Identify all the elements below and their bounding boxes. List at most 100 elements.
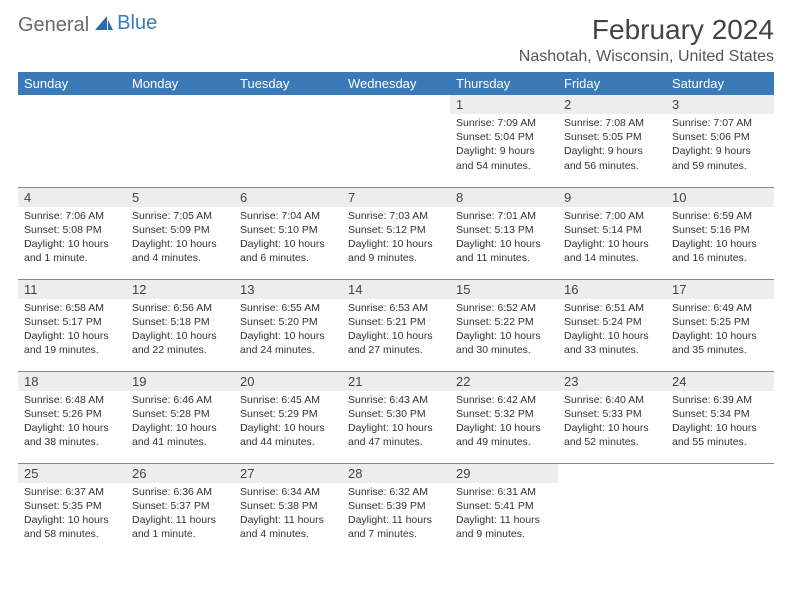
day-number: 19 xyxy=(126,372,234,391)
sunrise-line: Sunrise: 6:46 AM xyxy=(132,393,228,407)
sunset-line: Sunset: 5:08 PM xyxy=(24,223,120,237)
calendar-body: 1Sunrise: 7:09 AMSunset: 5:04 PMDaylight… xyxy=(18,95,774,555)
weekday-header: Friday xyxy=(558,72,666,95)
daylight-line: Daylight: 10 hours and 9 minutes. xyxy=(348,237,444,265)
day-number: 28 xyxy=(342,464,450,483)
day-details: Sunrise: 6:53 AMSunset: 5:21 PMDaylight:… xyxy=(342,299,450,362)
sunset-line: Sunset: 5:26 PM xyxy=(24,407,120,421)
daylight-line: Daylight: 10 hours and 49 minutes. xyxy=(456,421,552,449)
sunrise-line: Sunrise: 6:40 AM xyxy=(564,393,660,407)
day-number: 18 xyxy=(18,372,126,391)
day-details: Sunrise: 6:32 AMSunset: 5:39 PMDaylight:… xyxy=(342,483,450,546)
calendar-day-cell: 24Sunrise: 6:39 AMSunset: 5:34 PMDayligh… xyxy=(666,371,774,463)
day-details: Sunrise: 7:09 AMSunset: 5:04 PMDaylight:… xyxy=(450,114,558,177)
day-details: Sunrise: 7:07 AMSunset: 5:06 PMDaylight:… xyxy=(666,114,774,177)
calendar-empty-cell xyxy=(18,95,126,187)
day-details: Sunrise: 6:59 AMSunset: 5:16 PMDaylight:… xyxy=(666,207,774,270)
calendar-day-cell: 5Sunrise: 7:05 AMSunset: 5:09 PMDaylight… xyxy=(126,187,234,279)
calendar-day-cell: 19Sunrise: 6:46 AMSunset: 5:28 PMDayligh… xyxy=(126,371,234,463)
calendar-table: SundayMondayTuesdayWednesdayThursdayFrid… xyxy=(18,72,774,555)
day-details: Sunrise: 6:34 AMSunset: 5:38 PMDaylight:… xyxy=(234,483,342,546)
day-details: Sunrise: 6:58 AMSunset: 5:17 PMDaylight:… xyxy=(18,299,126,362)
daylight-line: Daylight: 10 hours and 33 minutes. xyxy=(564,329,660,357)
day-details: Sunrise: 6:39 AMSunset: 5:34 PMDaylight:… xyxy=(666,391,774,454)
daylight-line: Daylight: 11 hours and 4 minutes. xyxy=(240,513,336,541)
sunrise-line: Sunrise: 7:08 AM xyxy=(564,116,660,130)
daylight-line: Daylight: 10 hours and 52 minutes. xyxy=(564,421,660,449)
daylight-line: Daylight: 10 hours and 4 minutes. xyxy=(132,237,228,265)
calendar-day-cell: 11Sunrise: 6:58 AMSunset: 5:17 PMDayligh… xyxy=(18,279,126,371)
daylight-line: Daylight: 10 hours and 38 minutes. xyxy=(24,421,120,449)
day-number: 23 xyxy=(558,372,666,391)
sunrise-line: Sunrise: 6:45 AM xyxy=(240,393,336,407)
daylight-line: Daylight: 10 hours and 58 minutes. xyxy=(24,513,120,541)
sunrise-line: Sunrise: 6:43 AM xyxy=(348,393,444,407)
calendar-day-cell: 25Sunrise: 6:37 AMSunset: 5:35 PMDayligh… xyxy=(18,463,126,555)
calendar-empty-cell xyxy=(666,463,774,555)
month-title: February 2024 xyxy=(519,14,774,46)
calendar-day-cell: 4Sunrise: 7:06 AMSunset: 5:08 PMDaylight… xyxy=(18,187,126,279)
calendar-week-row: 4Sunrise: 7:06 AMSunset: 5:08 PMDaylight… xyxy=(18,187,774,279)
daylight-line: Daylight: 10 hours and 55 minutes. xyxy=(672,421,768,449)
day-number: 13 xyxy=(234,280,342,299)
day-details: Sunrise: 6:51 AMSunset: 5:24 PMDaylight:… xyxy=(558,299,666,362)
day-number: 10 xyxy=(666,188,774,207)
weekday-header: Monday xyxy=(126,72,234,95)
logo-text-blue: Blue xyxy=(117,12,157,34)
sunrise-line: Sunrise: 6:37 AM xyxy=(24,485,120,499)
calendar-day-cell: 10Sunrise: 6:59 AMSunset: 5:16 PMDayligh… xyxy=(666,187,774,279)
calendar-week-row: 25Sunrise: 6:37 AMSunset: 5:35 PMDayligh… xyxy=(18,463,774,555)
day-details: Sunrise: 6:40 AMSunset: 5:33 PMDaylight:… xyxy=(558,391,666,454)
sunset-line: Sunset: 5:35 PM xyxy=(24,499,120,513)
day-details: Sunrise: 7:05 AMSunset: 5:09 PMDaylight:… xyxy=(126,207,234,270)
day-details: Sunrise: 6:52 AMSunset: 5:22 PMDaylight:… xyxy=(450,299,558,362)
day-number: 14 xyxy=(342,280,450,299)
sunrise-line: Sunrise: 7:01 AM xyxy=(456,209,552,223)
sunrise-line: Sunrise: 6:49 AM xyxy=(672,301,768,315)
daylight-line: Daylight: 11 hours and 1 minute. xyxy=(132,513,228,541)
sunset-line: Sunset: 5:24 PM xyxy=(564,315,660,329)
day-number: 2 xyxy=(558,95,666,114)
day-details: Sunrise: 6:48 AMSunset: 5:26 PMDaylight:… xyxy=(18,391,126,454)
day-number: 9 xyxy=(558,188,666,207)
calendar-day-cell: 1Sunrise: 7:09 AMSunset: 5:04 PMDaylight… xyxy=(450,95,558,187)
sunset-line: Sunset: 5:38 PM xyxy=(240,499,336,513)
sunrise-line: Sunrise: 6:53 AM xyxy=(348,301,444,315)
weekday-header: Thursday xyxy=(450,72,558,95)
sunset-line: Sunset: 5:30 PM xyxy=(348,407,444,421)
sunrise-line: Sunrise: 7:03 AM xyxy=(348,209,444,223)
sunrise-line: Sunrise: 6:51 AM xyxy=(564,301,660,315)
sunrise-line: Sunrise: 6:34 AM xyxy=(240,485,336,499)
daylight-line: Daylight: 10 hours and 44 minutes. xyxy=(240,421,336,449)
day-details: Sunrise: 7:00 AMSunset: 5:14 PMDaylight:… xyxy=(558,207,666,270)
sunrise-line: Sunrise: 6:48 AM xyxy=(24,393,120,407)
sunset-line: Sunset: 5:33 PM xyxy=(564,407,660,421)
calendar-day-cell: 18Sunrise: 6:48 AMSunset: 5:26 PMDayligh… xyxy=(18,371,126,463)
day-details: Sunrise: 6:56 AMSunset: 5:18 PMDaylight:… xyxy=(126,299,234,362)
day-details: Sunrise: 6:42 AMSunset: 5:32 PMDaylight:… xyxy=(450,391,558,454)
calendar-day-cell: 29Sunrise: 6:31 AMSunset: 5:41 PMDayligh… xyxy=(450,463,558,555)
calendar-week-row: 18Sunrise: 6:48 AMSunset: 5:26 PMDayligh… xyxy=(18,371,774,463)
day-number: 26 xyxy=(126,464,234,483)
calendar-day-cell: 15Sunrise: 6:52 AMSunset: 5:22 PMDayligh… xyxy=(450,279,558,371)
sunset-line: Sunset: 5:09 PM xyxy=(132,223,228,237)
sunrise-line: Sunrise: 7:09 AM xyxy=(456,116,552,130)
day-number: 8 xyxy=(450,188,558,207)
calendar-day-cell: 12Sunrise: 6:56 AMSunset: 5:18 PMDayligh… xyxy=(126,279,234,371)
calendar-day-cell: 27Sunrise: 6:34 AMSunset: 5:38 PMDayligh… xyxy=(234,463,342,555)
sunset-line: Sunset: 5:18 PM xyxy=(132,315,228,329)
sunset-line: Sunset: 5:12 PM xyxy=(348,223,444,237)
daylight-line: Daylight: 10 hours and 35 minutes. xyxy=(672,329,768,357)
calendar-day-cell: 22Sunrise: 6:42 AMSunset: 5:32 PMDayligh… xyxy=(450,371,558,463)
sunset-line: Sunset: 5:04 PM xyxy=(456,130,552,144)
weekday-header: Saturday xyxy=(666,72,774,95)
daylight-line: Daylight: 10 hours and 1 minute. xyxy=(24,237,120,265)
calendar-day-cell: 23Sunrise: 6:40 AMSunset: 5:33 PMDayligh… xyxy=(558,371,666,463)
sunrise-line: Sunrise: 6:56 AM xyxy=(132,301,228,315)
sunset-line: Sunset: 5:32 PM xyxy=(456,407,552,421)
sunset-line: Sunset: 5:13 PM xyxy=(456,223,552,237)
sunrise-line: Sunrise: 6:36 AM xyxy=(132,485,228,499)
weekday-header: Sunday xyxy=(18,72,126,95)
sunset-line: Sunset: 5:39 PM xyxy=(348,499,444,513)
daylight-line: Daylight: 9 hours and 56 minutes. xyxy=(564,144,660,172)
